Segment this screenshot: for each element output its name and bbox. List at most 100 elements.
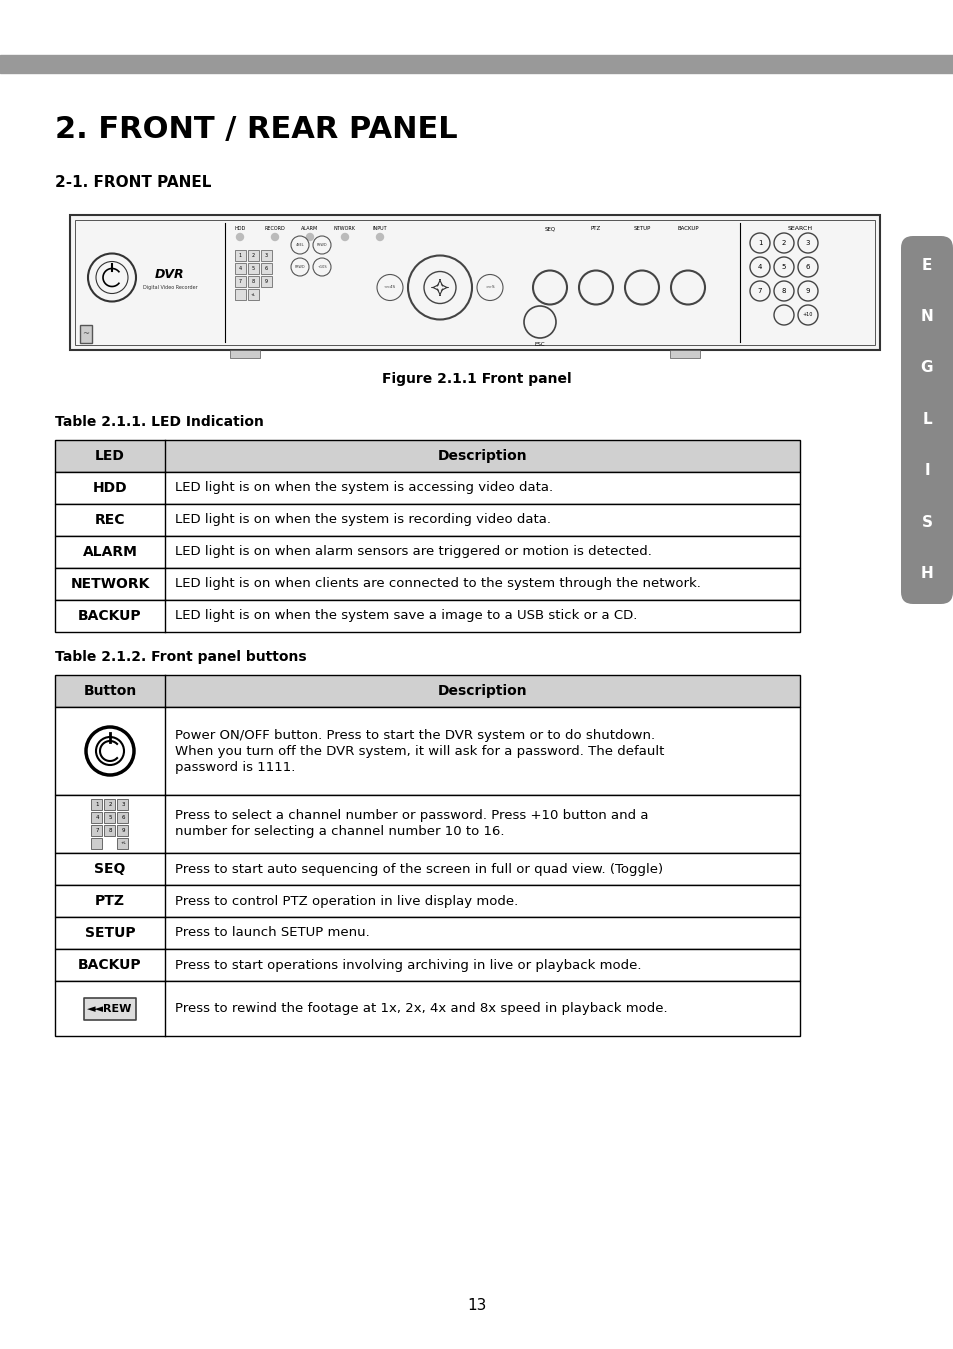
Text: ESC: ESC (534, 341, 545, 347)
Text: ALARM: ALARM (83, 545, 137, 558)
Text: 4: 4 (238, 266, 242, 271)
Text: 8: 8 (781, 287, 785, 294)
Bar (105, 799, 115, 809)
Text: PTZ: PTZ (590, 227, 600, 232)
Bar (0, 55, 953, 73)
Bar (84, 997, 136, 1020)
Text: Description: Description (437, 684, 527, 697)
Text: ALARM: ALARM (301, 227, 318, 232)
Text: NETWORK: NETWORK (71, 577, 150, 591)
Text: 6: 6 (805, 264, 809, 270)
Text: Figure 2.1.1 Front panel: Figure 2.1.1 Front panel (382, 372, 571, 386)
Bar (55, 505, 800, 536)
Text: Press to launch SETUP menu.: Press to launch SETUP menu. (174, 927, 370, 939)
Text: RECORD: RECORD (264, 227, 285, 232)
Text: 3: 3 (265, 254, 268, 258)
Bar (234, 277, 246, 287)
Text: 2. FRONT / REAR PANEL: 2. FRONT / REAR PANEL (55, 115, 457, 144)
Text: SEQ: SEQ (544, 227, 555, 232)
Text: 5: 5 (252, 266, 254, 271)
Bar (80, 325, 91, 343)
Text: 9: 9 (121, 828, 125, 832)
Text: 2-1. FRONT PANEL: 2-1. FRONT PANEL (55, 175, 212, 190)
Bar (55, 568, 800, 600)
Text: PTZ: PTZ (95, 894, 125, 908)
Text: 9: 9 (265, 279, 268, 285)
Text: +L: +L (251, 293, 255, 297)
Text: 1: 1 (757, 240, 761, 246)
Text: password is 1111.: password is 1111. (174, 761, 295, 773)
Text: Press to rewind the footage at 1x, 2x, 4x and 8x speed in playback mode.: Press to rewind the footage at 1x, 2x, 4… (174, 1002, 667, 1014)
Text: 1: 1 (95, 803, 99, 807)
Bar (55, 885, 800, 917)
Text: INPUT: INPUT (373, 227, 387, 232)
Text: ~: ~ (82, 329, 90, 339)
Text: <<4S: <<4S (383, 286, 395, 290)
Text: 7: 7 (238, 279, 242, 285)
Bar (55, 795, 800, 853)
Text: Press to select a channel number or password. Press +10 button and a: Press to select a channel number or pass… (174, 809, 648, 823)
Bar (669, 349, 700, 357)
Bar (117, 812, 129, 823)
Bar (91, 826, 102, 836)
Text: BACKUP: BACKUP (677, 227, 699, 232)
Bar (117, 799, 129, 809)
Text: 3: 3 (121, 803, 125, 807)
Text: 6: 6 (121, 815, 125, 820)
Text: 9: 9 (805, 287, 809, 294)
Text: BACKUP: BACKUP (78, 958, 142, 973)
Bar (55, 853, 800, 885)
Text: LED light is on when the system is accessing video data.: LED light is on when the system is acces… (174, 482, 553, 495)
Text: 5: 5 (781, 264, 785, 270)
Bar (55, 536, 800, 568)
Bar (105, 812, 115, 823)
Text: SETUP: SETUP (85, 925, 135, 940)
Text: 2: 2 (781, 240, 785, 246)
Text: DVR: DVR (155, 268, 185, 281)
Text: 5: 5 (108, 815, 112, 820)
Bar (70, 214, 879, 349)
Text: BACKUP: BACKUP (78, 608, 142, 623)
Text: >>S: >>S (485, 286, 495, 290)
Circle shape (306, 233, 314, 240)
Text: 13: 13 (467, 1298, 486, 1313)
Bar (55, 440, 800, 472)
Circle shape (341, 233, 348, 240)
Bar (261, 277, 272, 287)
Text: LED light is on when the system is recording video data.: LED light is on when the system is recor… (174, 514, 551, 526)
Text: LED light is on when alarm sensors are triggered or motion is detected.: LED light is on when alarm sensors are t… (174, 545, 651, 558)
Circle shape (272, 233, 278, 240)
Text: 8: 8 (108, 828, 112, 832)
Text: HDD: HDD (92, 482, 127, 495)
Text: H: H (920, 567, 932, 581)
Text: +10: +10 (802, 313, 812, 317)
Text: SETUP: SETUP (633, 227, 650, 232)
Text: Press to start operations involving archiving in live or playback mode.: Press to start operations involving arch… (174, 959, 640, 971)
Text: L: L (922, 411, 931, 426)
Text: I: I (923, 463, 929, 478)
Text: 4: 4 (757, 264, 761, 270)
Bar (55, 707, 800, 795)
Text: number for selecting a channel number 10 to 16.: number for selecting a channel number 10… (174, 826, 504, 839)
Text: Button: Button (83, 684, 136, 697)
FancyBboxPatch shape (900, 236, 952, 604)
Bar (248, 277, 258, 287)
Text: S: S (921, 514, 931, 530)
Bar (55, 917, 800, 948)
Bar (230, 349, 260, 357)
Text: LED light is on when clients are connected to the system through the network.: LED light is on when clients are connect… (174, 577, 700, 591)
Bar (91, 812, 102, 823)
Text: NTWORK: NTWORK (334, 227, 355, 232)
Bar (261, 263, 272, 274)
Text: 7: 7 (95, 828, 99, 832)
Bar (117, 838, 129, 849)
Text: G: G (920, 360, 932, 375)
Text: E: E (921, 258, 931, 272)
Circle shape (236, 233, 243, 240)
Text: 7: 7 (757, 287, 761, 294)
Text: LED: LED (95, 449, 125, 463)
Bar (55, 674, 800, 707)
Bar (91, 799, 102, 809)
Bar (75, 220, 874, 345)
Text: Press to control PTZ operation in live display mode.: Press to control PTZ operation in live d… (174, 894, 517, 908)
